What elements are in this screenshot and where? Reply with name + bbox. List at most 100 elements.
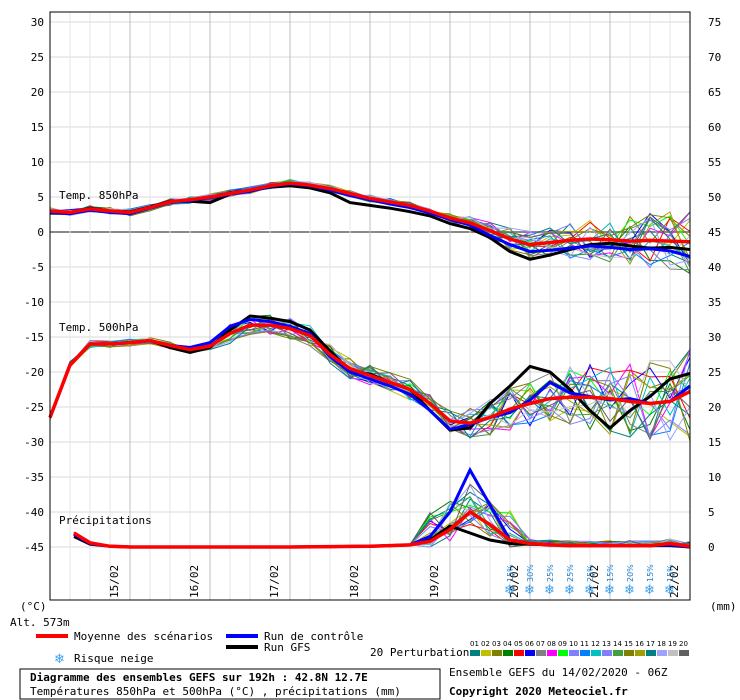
legend-perturbations: 20 Perturbations — [370, 646, 476, 659]
legend-mean: Moyenne des scénarios — [74, 630, 213, 643]
snowflake-icon: ❄ — [564, 583, 575, 598]
right-tick-label: 0 — [708, 541, 715, 554]
left-tick-label: 15 — [31, 121, 44, 134]
title-box — [19, 668, 441, 700]
left-tick-label: -10 — [24, 296, 44, 309]
left-tick-label: 25 — [31, 51, 44, 64]
snowflake-icon: ❄ — [524, 583, 535, 598]
right-tick-label: 15 — [708, 436, 721, 449]
left-tick-label: -25 — [24, 401, 44, 414]
pert-number: 14 — [613, 640, 622, 648]
left-tick-label: 30 — [31, 16, 44, 29]
left-tick-label: -15 — [24, 331, 44, 344]
pert-number: 10 — [569, 640, 578, 648]
pert-number: 16 — [635, 640, 644, 648]
x-tick-label: 18/02 — [348, 565, 361, 598]
pert-swatch — [580, 650, 590, 656]
pert-number: 17 — [646, 640, 655, 648]
pert-swatch — [558, 650, 568, 656]
pert-number: 20 — [679, 640, 688, 648]
right-unit: (mm) — [710, 600, 737, 613]
left-tick-label: 5 — [37, 191, 44, 204]
title-line2: Températures 850hPa et 500hPa (°C) , pré… — [30, 685, 401, 698]
snow-risk-pct: 15% — [506, 564, 515, 582]
left-tick-label: -20 — [24, 366, 44, 379]
copyright: Copyright 2020 Meteociel.fr — [449, 685, 628, 698]
right-tick-label: 35 — [708, 296, 721, 309]
pert-swatch — [635, 650, 645, 656]
x-tick-label: 19/02 — [428, 565, 441, 598]
main-lines — [48, 181, 691, 549]
pert-swatch — [503, 650, 513, 656]
right-tick-label: 20 — [708, 401, 721, 414]
axes: 302520151050-5-10-15-20-25-30-35-40-4575… — [24, 11, 721, 601]
right-tick-label: 30 — [708, 331, 721, 344]
right-tick-label: 60 — [708, 121, 721, 134]
pert-swatch — [624, 650, 634, 656]
pert-number: 05 — [514, 640, 523, 648]
x-tick-label: 22/02 — [668, 565, 681, 598]
left-tick-label: 0 — [37, 226, 44, 239]
label-t500: Temp. 500hPa — [59, 321, 138, 334]
pert-swatch — [569, 650, 579, 656]
snow-risk-pct: 15% — [646, 564, 655, 582]
pert-number: 12 — [591, 640, 600, 648]
pert-number: 03 — [492, 640, 501, 648]
snowflake-icon: ❄ — [664, 583, 675, 598]
pert-number: 04 — [503, 640, 512, 648]
right-tick-label: 65 — [708, 86, 721, 99]
pert-number: 07 — [536, 640, 545, 648]
snow-risk-pct: 25% — [586, 564, 595, 582]
pert-swatch — [646, 650, 656, 656]
snowflake-icon: ❄ — [584, 583, 595, 598]
pert-swatch — [481, 650, 491, 656]
left-tick-label: -45 — [24, 541, 44, 554]
pert-number: 09 — [558, 640, 567, 648]
legend-snow: Risque neige — [74, 652, 153, 665]
plot-frame — [49, 11, 691, 601]
pert-swatch — [679, 650, 689, 656]
right-tick-label: 50 — [708, 191, 721, 204]
snow-risk-pct: 15% — [606, 564, 615, 582]
left-tick-label: 10 — [31, 156, 44, 169]
x-tick-label: 17/02 — [268, 565, 281, 598]
pert-number: 13 — [602, 640, 611, 648]
x-tick-label: 21/02 — [588, 565, 601, 598]
snow-risk-pct: 25% — [566, 564, 575, 582]
mean-line-series_precip — [73, 509, 691, 549]
snowflake-icon: ❄ — [644, 583, 655, 598]
right-tick-label: 55 — [708, 156, 721, 169]
snow-risk-pct: 25% — [546, 564, 555, 582]
title-line1: Diagramme des ensembles GEFS sur 192h : … — [30, 671, 368, 684]
left-tick-label: 20 — [31, 86, 44, 99]
pert-number: 06 — [525, 640, 534, 648]
pert-swatch — [492, 650, 502, 656]
pert-swatch — [657, 650, 667, 656]
left-unit: (°C) — [20, 600, 47, 613]
x-tick-label: 15/02 — [108, 565, 121, 598]
x-tick-label: 20/02 — [508, 565, 521, 598]
ensemble-info: Ensemble GEFS du 14/02/2020 - 06Z — [449, 666, 668, 679]
pert-line-t500 — [49, 330, 691, 442]
pert-swatch — [613, 650, 623, 656]
label-t850: Temp. 850hPa — [59, 189, 138, 202]
x-tick-label: 16/02 — [188, 565, 201, 598]
right-tick-label: 40 — [708, 261, 721, 274]
snow-risk-pct: 30% — [526, 564, 535, 582]
snow-risk-pct: 15% — [666, 564, 675, 582]
perturbation-legend: 01 02 03 04 05 06 07 08 09 10 11 12 13 14 15 16 17 18 19 20 — [470, 640, 689, 656]
pert-swatch — [602, 650, 612, 656]
right-tick-label: 70 — [708, 51, 721, 64]
snow-risk-pct: 20% — [626, 564, 635, 582]
snowflake-icon: ❄ — [604, 583, 615, 598]
pert-swatch — [536, 650, 546, 656]
pert-number: 18 — [657, 640, 666, 648]
left-tick-label: -30 — [24, 436, 44, 449]
snowflake-icon: ❄ — [54, 652, 65, 667]
snowflake-icon: ❄ — [544, 583, 555, 598]
pert-swatch — [514, 650, 524, 656]
pert-number: 01 — [470, 640, 479, 648]
right-tick-label: 75 — [708, 16, 721, 29]
pert-swatch — [668, 650, 678, 656]
